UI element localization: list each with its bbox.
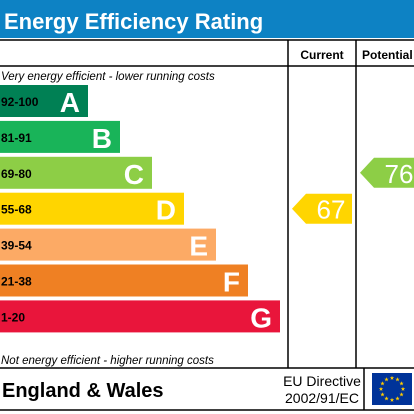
column-header-current: Current [300,48,343,62]
star-icon [400,386,406,391]
band-range: 81-91 [1,131,32,145]
band-e: 39-54 E [0,228,216,262]
top-note: Very energy efficient - lower running co… [1,71,215,83]
current-rating-shape [292,193,352,224]
band-bar [0,192,184,225]
band-range: 1-20 [1,310,25,324]
band-bar [0,264,248,297]
star-icon [389,397,395,402]
current-rating-value: 67 [317,195,346,225]
star-icon [378,386,384,391]
star-icon [399,381,404,386]
band-range: 69-80 [1,167,32,181]
region-label: England & Wales [2,380,164,402]
star-icon [395,377,400,382]
band-bar [0,228,216,261]
bottom-note: Not energy efficient - higher running co… [1,355,214,367]
column-header-potential: Potential [362,48,413,62]
band-range: 92-100 [1,95,39,109]
star-icon [380,381,385,386]
band-b: 81-91 B [0,120,120,154]
band-f: 21-38 F [0,264,248,298]
band-letter: E [189,231,208,262]
potential-rating-shape [360,157,414,188]
star-icon [399,392,404,397]
band-bar [0,156,152,189]
band-range: 39-54 [1,239,32,253]
band-c: 69-80 C [0,156,152,190]
band-d: 55-68 D [0,192,184,226]
band-letter: A [60,87,80,118]
star-icon [380,392,385,397]
star-icon [384,396,389,401]
rating-table [0,39,414,411]
page-title: Energy Efficiency Rating [4,9,263,34]
star-icon [389,375,395,380]
band-range: 21-38 [1,275,32,289]
potential-rating-value: 76 [385,159,414,189]
directive-line-1: EU Directive [283,373,361,389]
potential-rating: 76 [360,157,414,189]
rating-bands: 92-100 A81-91 B69-80 C55-68 D39-54 E21-38 F1-2… [0,85,280,333]
band-letter: B [92,123,112,154]
band-letter: G [250,302,272,333]
eu-flag-icon [372,373,412,405]
band-letter: C [124,159,144,190]
directive-line-2: 2002/91/EC [285,390,359,406]
band-letter: F [223,267,240,298]
band-bar [0,300,280,333]
star-icon [384,377,389,382]
header-bar [0,0,414,38]
band-letter: D [156,195,176,226]
rating-arrows: 67 76 [292,157,414,225]
band-g: 1-20 G [0,300,280,333]
band-bar [0,120,120,153]
star-icon [395,396,400,401]
band-a: 92-100 A [0,85,88,118]
band-range: 55-68 [1,203,32,217]
current-rating: 67 [292,193,352,225]
band-bar [0,85,88,117]
